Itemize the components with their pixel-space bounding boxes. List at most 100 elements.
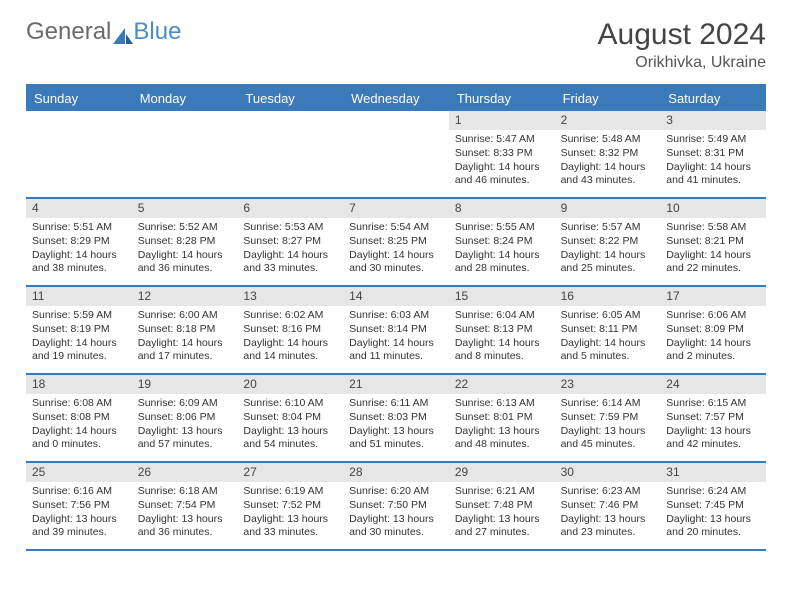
daylight-line: Daylight: 14 hours and 43 minutes. <box>561 161 655 187</box>
day-number: 6 <box>237 199 343 218</box>
day-header-tuesday: Tuesday <box>237 86 343 111</box>
daylight-line: Daylight: 14 hours and 0 minutes. <box>32 425 126 451</box>
sunrise-line: Sunrise: 6:18 AM <box>138 485 232 498</box>
week-row: 18Sunrise: 6:08 AMSunset: 8:08 PMDayligh… <box>26 375 766 463</box>
sunrise-line: Sunrise: 6:03 AM <box>349 309 443 322</box>
sunrise-line: Sunrise: 6:20 AM <box>349 485 443 498</box>
daylight-line: Daylight: 14 hours and 33 minutes. <box>243 249 337 275</box>
daylight-line: Daylight: 13 hours and 23 minutes. <box>561 513 655 539</box>
sunset-line: Sunset: 8:29 PM <box>32 235 126 248</box>
daylight-line: Daylight: 14 hours and 41 minutes. <box>666 161 760 187</box>
logo: General Blue <box>26 18 181 46</box>
day-header-sunday: Sunday <box>26 86 132 111</box>
day-header-saturday: Saturday <box>660 86 766 111</box>
sunset-line: Sunset: 7:50 PM <box>349 499 443 512</box>
sunrise-line: Sunrise: 6:06 AM <box>666 309 760 322</box>
empty-cell <box>132 111 238 197</box>
day-number: 26 <box>132 463 238 482</box>
day-header-wednesday: Wednesday <box>343 86 449 111</box>
sunset-line: Sunset: 8:14 PM <box>349 323 443 336</box>
day-number: 24 <box>660 375 766 394</box>
day-number: 13 <box>237 287 343 306</box>
daylight-line: Daylight: 13 hours and 20 minutes. <box>666 513 760 539</box>
week-row: 4Sunrise: 5:51 AMSunset: 8:29 PMDaylight… <box>26 199 766 287</box>
day-cell: 22Sunrise: 6:13 AMSunset: 8:01 PMDayligh… <box>449 375 555 461</box>
day-number: 12 <box>132 287 238 306</box>
empty-cell <box>343 111 449 197</box>
daylight-line: Daylight: 13 hours and 51 minutes. <box>349 425 443 451</box>
week-row: 11Sunrise: 5:59 AMSunset: 8:19 PMDayligh… <box>26 287 766 375</box>
sunset-line: Sunset: 8:24 PM <box>455 235 549 248</box>
sunset-line: Sunset: 8:21 PM <box>666 235 760 248</box>
day-headers-row: SundayMondayTuesdayWednesdayThursdayFrid… <box>26 86 766 111</box>
daylight-line: Daylight: 14 hours and 22 minutes. <box>666 249 760 275</box>
daylight-line: Daylight: 13 hours and 45 minutes. <box>561 425 655 451</box>
day-cell: 23Sunrise: 6:14 AMSunset: 7:59 PMDayligh… <box>555 375 661 461</box>
sunset-line: Sunset: 8:08 PM <box>32 411 126 424</box>
day-cell: 19Sunrise: 6:09 AMSunset: 8:06 PMDayligh… <box>132 375 238 461</box>
sunset-line: Sunset: 8:03 PM <box>349 411 443 424</box>
daylight-line: Daylight: 13 hours and 39 minutes. <box>32 513 126 539</box>
day-header-monday: Monday <box>132 86 238 111</box>
sunrise-line: Sunrise: 6:23 AM <box>561 485 655 498</box>
daylight-line: Daylight: 13 hours and 27 minutes. <box>455 513 549 539</box>
daylight-line: Daylight: 14 hours and 11 minutes. <box>349 337 443 363</box>
day-number: 1 <box>449 111 555 130</box>
sunrise-line: Sunrise: 6:11 AM <box>349 397 443 410</box>
day-number: 21 <box>343 375 449 394</box>
sunrise-line: Sunrise: 6:00 AM <box>138 309 232 322</box>
sunrise-line: Sunrise: 5:55 AM <box>455 221 549 234</box>
day-number: 4 <box>26 199 132 218</box>
sunrise-line: Sunrise: 5:57 AM <box>561 221 655 234</box>
sunset-line: Sunset: 7:48 PM <box>455 499 549 512</box>
sunset-line: Sunset: 8:28 PM <box>138 235 232 248</box>
calendar: SundayMondayTuesdayWednesdayThursdayFrid… <box>26 84 766 551</box>
daylight-line: Daylight: 14 hours and 2 minutes. <box>666 337 760 363</box>
day-number: 11 <box>26 287 132 306</box>
day-number: 16 <box>555 287 661 306</box>
sunset-line: Sunset: 7:56 PM <box>32 499 126 512</box>
week-row: 25Sunrise: 6:16 AMSunset: 7:56 PMDayligh… <box>26 463 766 551</box>
sunset-line: Sunset: 8:09 PM <box>666 323 760 336</box>
header: General Blue August 2024 Orikhivka, Ukra… <box>26 18 766 72</box>
day-number: 2 <box>555 111 661 130</box>
day-cell: 29Sunrise: 6:21 AMSunset: 7:48 PMDayligh… <box>449 463 555 549</box>
title-block: August 2024 Orikhivka, Ukraine <box>598 18 766 72</box>
sunset-line: Sunset: 8:33 PM <box>455 147 549 160</box>
sunrise-line: Sunrise: 5:52 AM <box>138 221 232 234</box>
day-cell: 28Sunrise: 6:20 AMSunset: 7:50 PMDayligh… <box>343 463 449 549</box>
day-header-thursday: Thursday <box>449 86 555 111</box>
sunrise-line: Sunrise: 5:58 AM <box>666 221 760 234</box>
daylight-line: Daylight: 13 hours and 57 minutes. <box>138 425 232 451</box>
day-number: 27 <box>237 463 343 482</box>
sunrise-line: Sunrise: 5:51 AM <box>32 221 126 234</box>
empty-cell <box>26 111 132 197</box>
day-number: 20 <box>237 375 343 394</box>
empty-cell <box>237 111 343 197</box>
day-number: 15 <box>449 287 555 306</box>
day-cell: 10Sunrise: 5:58 AMSunset: 8:21 PMDayligh… <box>660 199 766 285</box>
sunset-line: Sunset: 8:01 PM <box>455 411 549 424</box>
sunrise-line: Sunrise: 6:15 AM <box>666 397 760 410</box>
day-cell: 15Sunrise: 6:04 AMSunset: 8:13 PMDayligh… <box>449 287 555 373</box>
day-number: 23 <box>555 375 661 394</box>
sunset-line: Sunset: 7:59 PM <box>561 411 655 424</box>
sunset-line: Sunset: 8:22 PM <box>561 235 655 248</box>
day-cell: 26Sunrise: 6:18 AMSunset: 7:54 PMDayligh… <box>132 463 238 549</box>
sunset-line: Sunset: 8:18 PM <box>138 323 232 336</box>
sunset-line: Sunset: 8:11 PM <box>561 323 655 336</box>
sunrise-line: Sunrise: 6:02 AM <box>243 309 337 322</box>
day-number: 9 <box>555 199 661 218</box>
day-number: 18 <box>26 375 132 394</box>
day-number: 3 <box>660 111 766 130</box>
sunrise-line: Sunrise: 6:19 AM <box>243 485 337 498</box>
sunset-line: Sunset: 8:31 PM <box>666 147 760 160</box>
daylight-line: Daylight: 14 hours and 30 minutes. <box>349 249 443 275</box>
day-number: 5 <box>132 199 238 218</box>
daylight-line: Daylight: 14 hours and 38 minutes. <box>32 249 126 275</box>
sunrise-line: Sunrise: 5:54 AM <box>349 221 443 234</box>
day-number: 14 <box>343 287 449 306</box>
sunrise-line: Sunrise: 6:10 AM <box>243 397 337 410</box>
day-cell: 7Sunrise: 5:54 AMSunset: 8:25 PMDaylight… <box>343 199 449 285</box>
day-cell: 9Sunrise: 5:57 AMSunset: 8:22 PMDaylight… <box>555 199 661 285</box>
